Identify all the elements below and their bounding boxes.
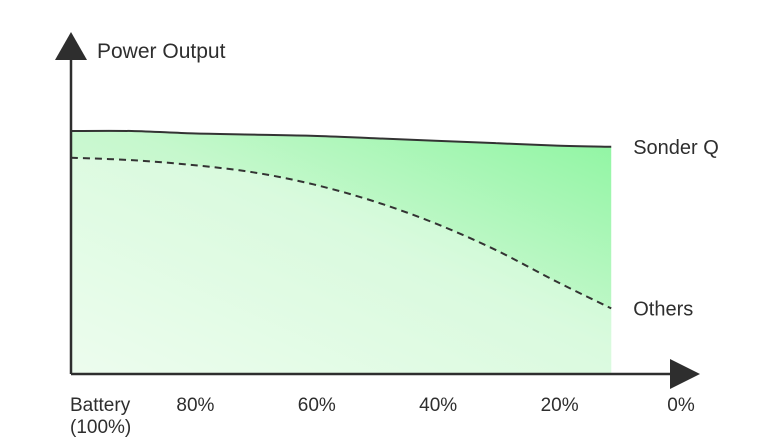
y-axis-title: Power Output [97,40,226,63]
x-tick-label-line: (100%) [70,417,131,438]
series-line-others [70,156,612,310]
area-layer [71,130,612,374]
area-fill [71,130,612,374]
x-tick-label: 20% [541,395,579,416]
x-tick-label-line: 0% [667,395,695,416]
series-label-others: Others [633,298,693,320]
label-layer: Sonder Q Others Power Output Battery (100%) 8… [70,40,719,438]
x-tick-label-line: 20% [541,395,579,416]
x-tick-label-line: Battery [70,395,131,416]
series-label-sonder-q: Sonder Q [633,137,719,159]
x-tick-label: 60% [298,395,336,416]
x-tick-label: 40% [419,395,457,416]
series-line-sonder-q [70,129,612,148]
x-tick-label-line: 80% [176,395,214,416]
axis-layer [55,32,700,389]
x-tick-label: 80% [176,395,214,416]
x-tick-label-line: 60% [298,395,336,416]
x-tick-label: Battery (100%) [70,395,131,438]
area-fill-lower [71,157,612,374]
x-axis-arrow-icon [670,359,700,389]
y-axis-arrow-icon [55,32,87,60]
x-tick-label-line: 40% [419,395,457,416]
x-tick-label: 0% [667,395,695,416]
series-layer [70,129,612,310]
